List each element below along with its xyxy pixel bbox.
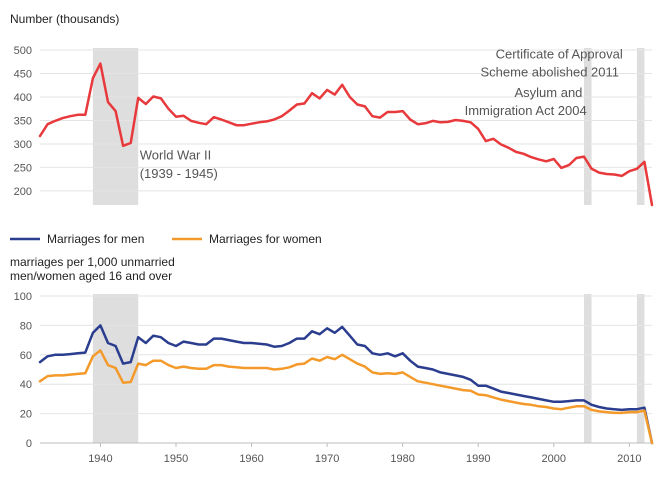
bottom-x-tick-label: 1980 (390, 453, 414, 465)
top-annotation-5: Immigration Act 2004 (465, 103, 587, 118)
bottom-series-line-1 (38, 349, 654, 445)
top-y-tick-label: 500 (14, 45, 32, 57)
bottom-x-tick-label: 1970 (315, 453, 339, 465)
bottom-x-tick-label: 1960 (239, 453, 263, 465)
bottom-y-tick-label: 80 (20, 320, 32, 332)
top-shaded-period-1 (584, 48, 592, 205)
legend-label-men: Marriages for men (47, 232, 144, 246)
bottom-y-tick-label: 40 (20, 379, 32, 391)
top-annotation-1: (1939 - 1945) (140, 166, 218, 181)
top-y-tick-label: 450 (14, 68, 32, 80)
bottom-chart-y-axis-label-line-1: marriages per 1,000 unmarried (10, 255, 175, 269)
top-annotation-4: Asylum and (514, 85, 582, 100)
top-y-tick-label: 250 (14, 162, 32, 174)
top-chart-y-axis-label: Number (thousands) (10, 12, 119, 26)
top-annotation-0: World War II (140, 147, 212, 162)
top-y-tick-label: 400 (14, 92, 32, 104)
legend-label-women: Marriages for women (209, 232, 322, 246)
top-y-tick-label: 350 (14, 115, 32, 127)
top-series-line-0 (38, 62, 654, 207)
top-annotation-2: Certificate of Approval (496, 46, 623, 61)
bottom-x-tick-label: 1950 (164, 453, 188, 465)
bottom-shaded-period-2 (636, 294, 645, 443)
bottom-chart-marriage-rate: marriages per 1,000 unmarried men/women … (10, 255, 654, 465)
bottom-x-tick-label: 1990 (466, 453, 490, 465)
bottom-x-tick-label: 2010 (617, 453, 641, 465)
bottom-chart-y-axis-label-line-2: men/women aged 16 and over (10, 269, 172, 283)
top-shaded-period-0 (92, 48, 139, 205)
bottom-y-tick-label: 0 (26, 438, 32, 450)
top-chart-marriages-number: Number (thousands) 200 250 300 350 400 450 500… (10, 12, 654, 207)
bottom-shaded-period-1 (584, 294, 592, 443)
bottom-x-tick-label: 2000 (542, 453, 566, 465)
bottom-y-tick-label: 20 (20, 409, 32, 421)
top-annotation-3: Scheme abolished 2011 (480, 64, 619, 79)
top-y-tick-label: 200 (14, 186, 32, 198)
bottom-y-tick-label: 100 (14, 291, 32, 303)
legend: Marriages for men Marriages for women (10, 232, 322, 246)
bottom-series-line-0 (38, 324, 654, 445)
bottom-y-tick-label: 60 (20, 350, 32, 362)
top-y-tick-label: 300 (14, 139, 32, 151)
top-shaded-period-2 (636, 48, 645, 205)
bottom-x-tick-label: 1940 (88, 453, 112, 465)
